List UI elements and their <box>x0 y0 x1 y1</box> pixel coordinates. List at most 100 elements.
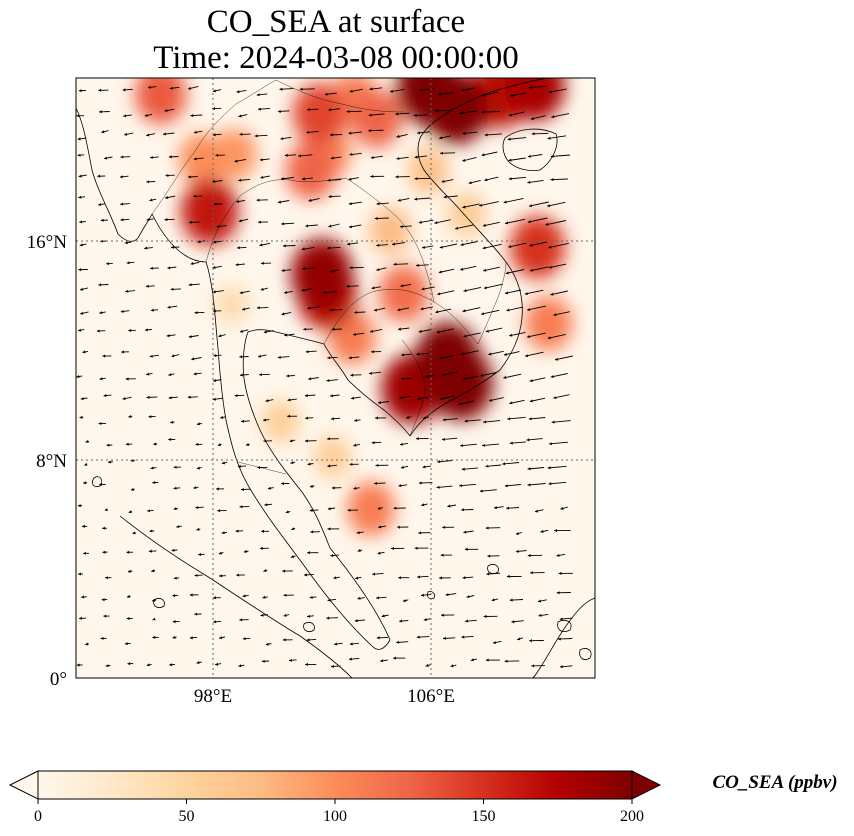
wind-arrow-438 <box>534 509 544 513</box>
wind-arrow-174 <box>529 241 548 247</box>
wind-arrow-161 <box>236 246 247 250</box>
wind-arrow-538 <box>307 614 314 618</box>
wind-arrow-493 <box>282 569 293 573</box>
wind-arrow-302 <box>442 371 458 377</box>
wind-arrow-353 <box>106 443 113 447</box>
wind-arrow-2 <box>122 88 133 92</box>
wind-arrow-153 <box>545 220 567 226</box>
wind-arrow-104 <box>441 179 454 183</box>
wind-arrow-342 <box>354 418 361 422</box>
wind-arrow-433 <box>421 503 428 507</box>
wind-arrow-333 <box>148 415 156 419</box>
wind-arrow-584 <box>348 657 360 661</box>
wind-arrow-483 <box>556 553 566 557</box>
wind-arrow-64 <box>531 132 549 136</box>
wind-arrow-293 <box>239 373 249 377</box>
wind-arrow-63 <box>507 137 527 141</box>
wind-arrow-530 <box>126 617 133 620</box>
wind-arrow-502 <box>486 572 501 576</box>
wind-arrow-123 <box>376 202 389 206</box>
wind-arrow-50 <box>212 133 222 137</box>
wind-arrow-552 <box>124 642 131 646</box>
wind-arrow-57 <box>368 129 384 133</box>
wind-arrow-94 <box>212 179 223 183</box>
wind-arrow-213 <box>421 286 435 291</box>
wind-arrow-580 <box>261 659 270 663</box>
wind-arrow-522 <box>445 593 457 597</box>
wind-arrow-28 <box>212 107 222 111</box>
wind-arrow-32 <box>307 108 319 112</box>
wind-arrow-397 <box>99 482 106 486</box>
wind-arrow-458 <box>485 526 501 530</box>
wind-arrow-66 <box>77 153 85 157</box>
wind-arrow-448 <box>261 529 269 533</box>
wind-arrow-88 <box>78 174 87 178</box>
wind-arrow-151 <box>505 218 525 225</box>
wind-arrow-207 <box>284 290 293 294</box>
wind-arrow-61 <box>462 131 478 135</box>
wind-arrow-521 <box>420 593 432 597</box>
wind-arrow-224 <box>167 305 178 309</box>
wind-arrow-430 <box>347 508 359 512</box>
wind-arrow-439 <box>560 506 569 510</box>
wind-arrow-387 <box>375 463 389 467</box>
wind-arrow-68 <box>120 155 131 159</box>
gridlines <box>76 78 595 678</box>
wind-arrow-306 <box>529 377 546 383</box>
wind-arrow-135 <box>146 218 154 222</box>
wind-arrow-147 <box>418 219 434 224</box>
wind-arrow-408 <box>353 486 360 490</box>
wind-arrow-188 <box>349 266 364 270</box>
co-hotspot-3 <box>447 192 486 237</box>
wind-arrow-60 <box>439 135 452 140</box>
wind-arrow-26 <box>164 108 175 112</box>
wind-arrow-132 <box>79 220 86 224</box>
wind-arrow-127 <box>462 203 480 209</box>
wind-arrow-463 <box>102 550 108 554</box>
wind-arrow-204 <box>212 290 224 294</box>
wind-arrow-324 <box>439 395 455 401</box>
wind-arrow-179 <box>150 266 159 270</box>
wind-arrow-81 <box>414 155 428 159</box>
wind-arrow-251 <box>284 333 295 337</box>
wind-arrow-52 <box>254 134 268 138</box>
co-concentration-field <box>135 78 573 537</box>
wind-arrow-48 <box>162 132 175 136</box>
wind-arrow-484 <box>78 572 84 576</box>
wind-arrow-369 <box>460 443 477 447</box>
wind-arrow-232 <box>354 310 366 314</box>
wind-arrow-190 <box>393 262 409 266</box>
wind-arrow-515 <box>283 593 294 597</box>
wind-arrow-527 <box>556 591 571 595</box>
wind-arrow-200 <box>125 289 136 293</box>
wind-arrow-375 <box>107 460 114 464</box>
wind-arrow-312 <box>168 396 178 400</box>
co-hotspot-22 <box>504 78 566 121</box>
wind-arrow-299 <box>368 371 382 375</box>
wind-arrow-569 <box>517 637 524 641</box>
wind-arrow-55 <box>329 133 343 137</box>
wind-arrow-181 <box>190 261 200 265</box>
wind-arrow-347 <box>464 419 481 423</box>
wind-arrow-247 <box>188 335 199 339</box>
wind-arrow-287 <box>99 377 106 381</box>
wind-arrow-263 <box>547 333 566 340</box>
wind-arrow-444 <box>176 525 182 528</box>
wind-arrow-201 <box>145 284 155 288</box>
wind-arrow-294 <box>258 373 270 377</box>
wind-arrow-477 <box>414 546 429 550</box>
wind-arrow-501 <box>462 576 474 580</box>
wind-arrow-137 <box>189 220 200 224</box>
wind-arrow-175 <box>548 242 569 249</box>
wind-arrow-558 <box>265 642 272 646</box>
lat-tick-8: 8°N <box>36 451 67 472</box>
wind-arrow-92 <box>165 173 175 177</box>
wind-arrow-212 <box>400 283 412 288</box>
map-panel <box>76 78 595 678</box>
wind-arrow-423 <box>195 506 204 509</box>
wind-arrow-36 <box>395 112 410 116</box>
wind-arrow-372 <box>526 438 543 442</box>
wind-arrow-488 <box>173 576 180 580</box>
colorbar-extend-min <box>8 770 39 800</box>
wind-arrow-307 <box>550 373 568 378</box>
